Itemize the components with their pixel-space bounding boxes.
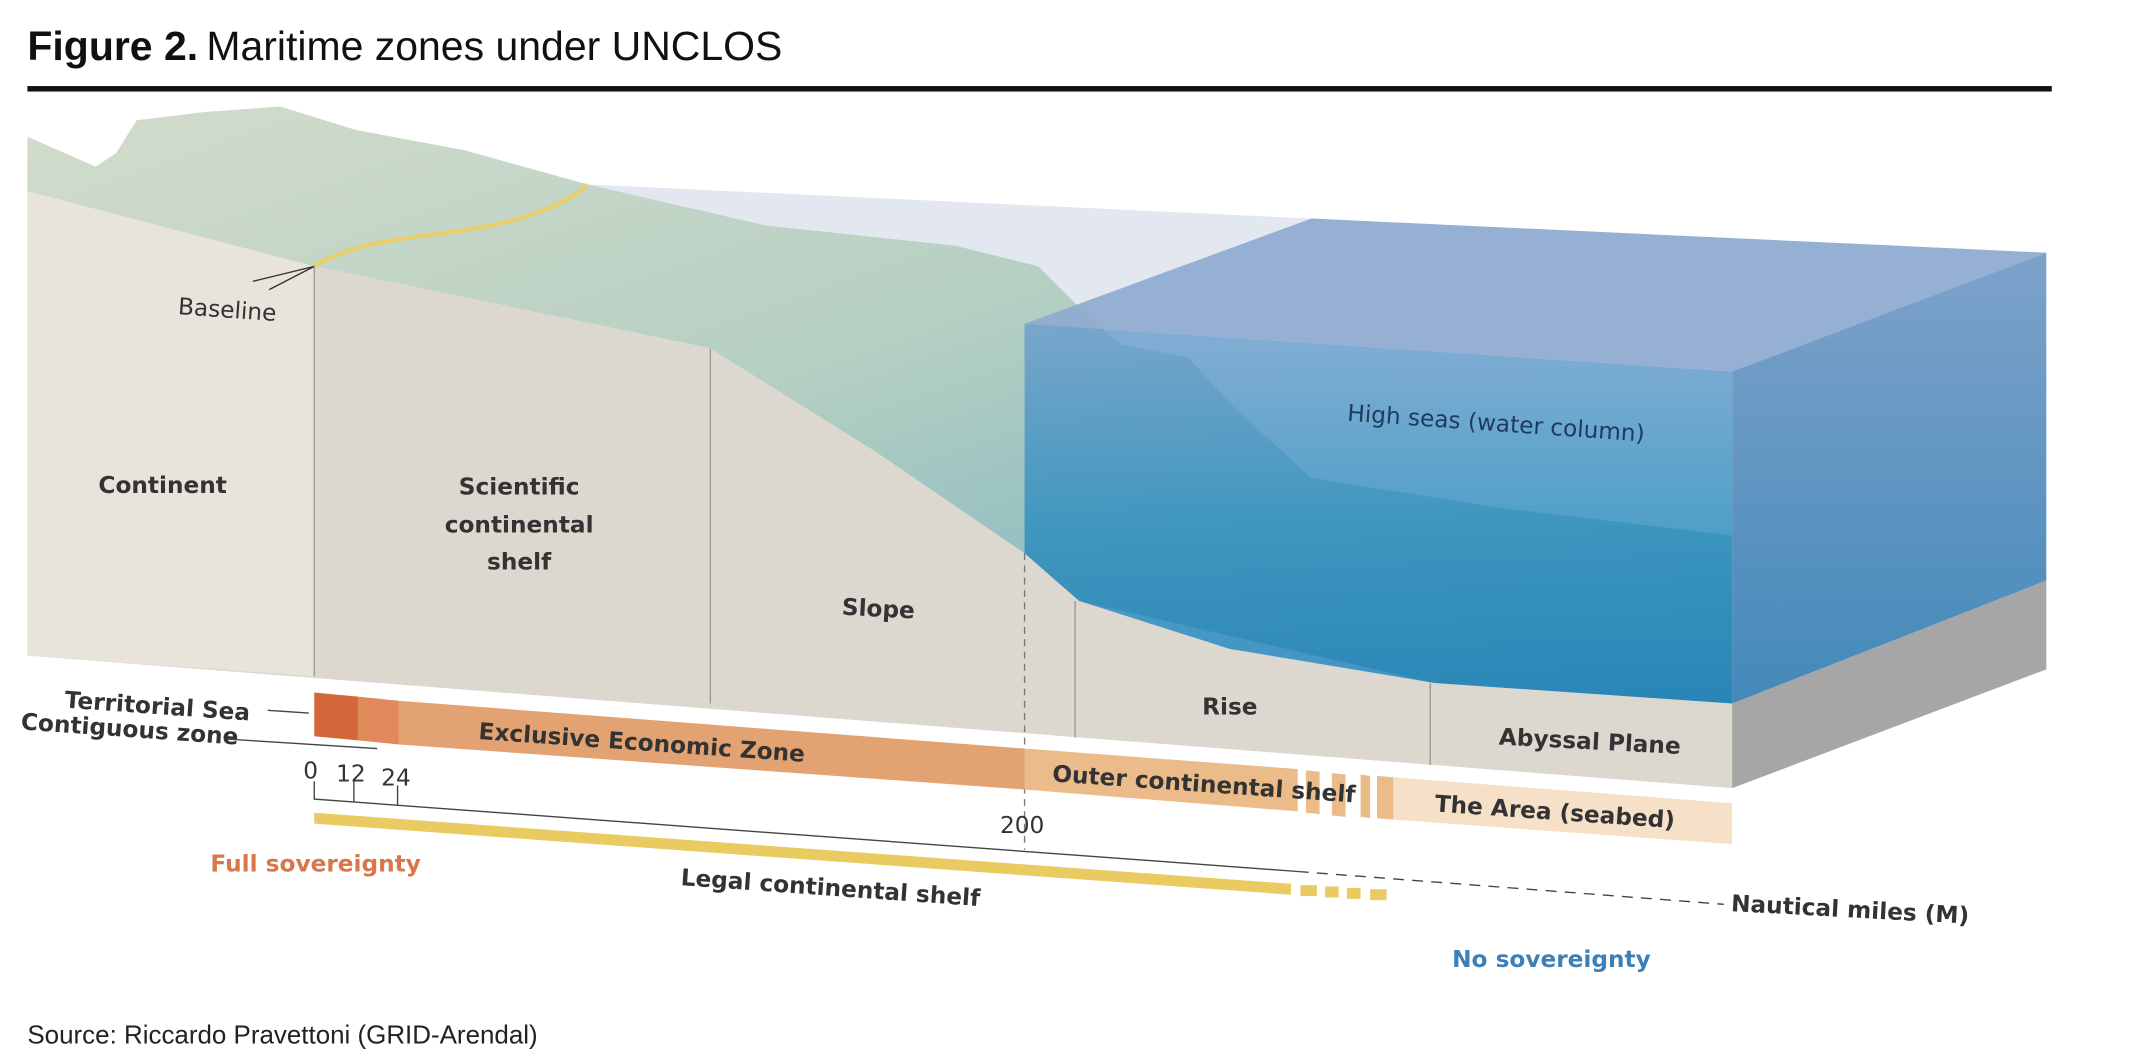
water-top [1024, 218, 2047, 372]
water-front [1024, 323, 1733, 704]
scale-mark: 12 [336, 760, 366, 787]
label-baseline: Baseline [177, 293, 277, 327]
land-front [27, 191, 1733, 789]
contiguous-band [357, 696, 399, 745]
legal-shelf-bar [314, 812, 1291, 895]
side-face [1732, 580, 2047, 789]
label-line: continental [445, 512, 594, 539]
label-legal-shelf: Legal continental shelf [680, 864, 982, 912]
label-full-sovereignty: Full sovereignty [210, 850, 420, 877]
source: Source: Riccardo Pravettoni (GRID-Arenda… [27, 1022, 537, 1050]
label-scientific-shelf: Scientific continental shelf [445, 473, 594, 575]
continent-face [27, 191, 315, 677]
label-continent: Continent [98, 472, 226, 499]
label-nautical-miles: Nautical miles (M) [1730, 890, 1969, 929]
water-side [1732, 252, 2047, 704]
figure-title: Maritime zones under UNCLOS [206, 23, 782, 69]
figure-label: Figure 2. [27, 23, 198, 69]
outer-shelf-stripes [1305, 770, 1394, 820]
title-rule [27, 86, 2052, 92]
label-line: shelf [487, 549, 552, 576]
eez-band [398, 700, 1025, 790]
scale-labels: 0 12 24 200 [303, 758, 1044, 840]
label-rise: Rise [1202, 693, 1257, 720]
title: Figure 2. Maritime zones under UNCLOS [27, 23, 782, 69]
scale [225, 709, 1724, 905]
scale-mark: 24 [381, 764, 411, 791]
area-band [1393, 777, 1733, 845]
legal-shelf-dashes [1300, 885, 1387, 901]
label-slope: Slope [841, 594, 915, 625]
baseline-line [313, 182, 589, 269]
label-line: Scientific [459, 473, 580, 500]
scale-mark: 0 [303, 758, 318, 785]
scale-mark: 200 [1000, 812, 1044, 839]
territorial-band [314, 692, 358, 741]
baseline-pointer [252, 265, 315, 291]
outer-shelf-band [1024, 748, 1298, 812]
label-no-sovereignty: No sovereignty [1452, 946, 1651, 973]
dividers [313, 266, 1431, 850]
